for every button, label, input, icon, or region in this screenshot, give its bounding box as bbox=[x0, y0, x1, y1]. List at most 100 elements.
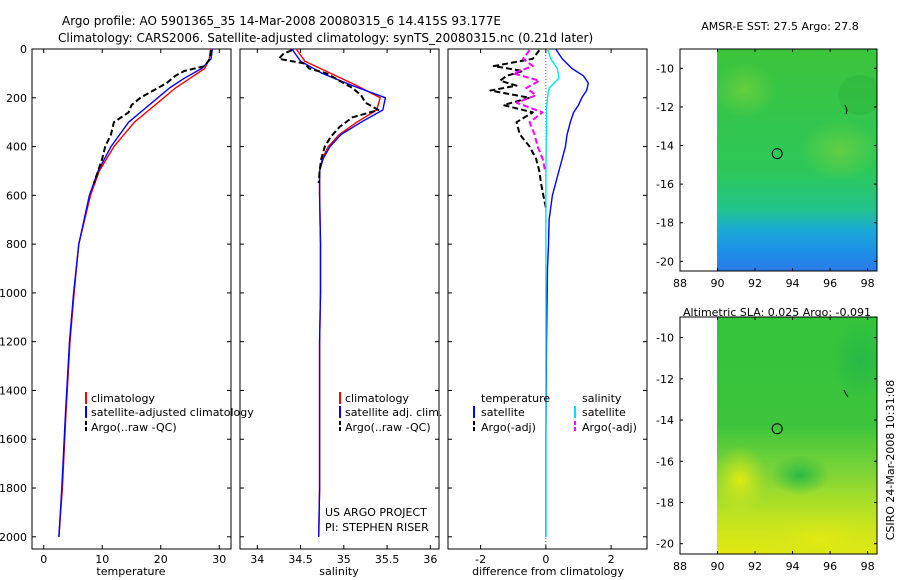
x-tick-label: 35 bbox=[337, 553, 351, 566]
x-tick-label: 0 bbox=[542, 553, 549, 566]
sst-map-frame bbox=[679, 48, 878, 272]
temperature-axes bbox=[31, 48, 232, 550]
map-y-tick-label: -12 bbox=[656, 373, 674, 386]
sst-map-axes: 88 90 92 94 96 98 -10 -12 -14 -16 -18 -20 bbox=[656, 49, 877, 290]
map-x-tick-label: 98 bbox=[861, 560, 875, 573]
x-tick-label: 35.5 bbox=[375, 553, 400, 566]
y-tick-label: 1600 bbox=[0, 433, 27, 446]
x-tick-label: 30 bbox=[212, 553, 226, 566]
legend-label-temp-argo: Argo(-adj) bbox=[481, 421, 536, 434]
temperature-xlabel: temperature bbox=[96, 565, 165, 578]
series-argo-raw-qc- bbox=[93, 50, 213, 184]
map-y-tick-label: -10 bbox=[656, 332, 674, 345]
difference-legend: temperature satellite Argo(-adj) salinit… bbox=[473, 392, 637, 434]
legend-label-temp-satellite: satellite bbox=[481, 406, 525, 419]
legend-label-climatology: climatology bbox=[345, 392, 409, 405]
figure-title-line2: Climatology: CARS2006. Satellite-adjuste… bbox=[58, 31, 593, 45]
y-tick-label: 0 bbox=[20, 43, 27, 56]
salinity-legend: climatology satellite adj. clim. Argo(..… bbox=[339, 392, 442, 434]
series-satellite-adj-clim- bbox=[291, 48, 387, 537]
sla-float-track bbox=[843, 389, 849, 398]
series-climatology bbox=[58, 48, 212, 537]
x-tick-label: -2 bbox=[475, 553, 486, 566]
temperature-legend: climatology satellite-adjusted climatolo… bbox=[85, 392, 254, 434]
difference-xlabel: difference from climatology bbox=[472, 565, 624, 578]
map-x-tick-label: 98 bbox=[861, 277, 875, 290]
sst-argo-marker bbox=[771, 148, 783, 160]
series-satellite-adjusted-climatology bbox=[58, 48, 213, 537]
legend-heading-salinity: salinity bbox=[582, 392, 622, 405]
x-tick-label: 34.5 bbox=[288, 553, 313, 566]
y-tick-label: 1200 bbox=[0, 336, 27, 349]
legend-label-argo: Argo(..raw -QC) bbox=[91, 421, 177, 434]
series-salinity-satellite bbox=[545, 48, 560, 537]
legend-heading-temperature: temperature bbox=[481, 392, 550, 405]
map-x-tick-label: 88 bbox=[673, 277, 687, 290]
series-argo-raw-qc- bbox=[277, 49, 380, 184]
y-tick-label: 1400 bbox=[0, 384, 27, 397]
sst-cool-patch bbox=[838, 75, 877, 115]
map-y-tick-label: -20 bbox=[656, 255, 674, 268]
x-tick-label: 36 bbox=[423, 553, 437, 566]
map-y-tick-label: -10 bbox=[656, 62, 674, 75]
sla-high-patch bbox=[750, 515, 877, 554]
sla-argo-marker bbox=[771, 423, 783, 435]
salinity-axes bbox=[239, 48, 440, 550]
series-climatology bbox=[295, 48, 381, 537]
legend-label-sal-argo: Argo(-adj) bbox=[582, 421, 637, 434]
series-temperature-argo-adj- bbox=[489, 49, 547, 208]
y-tick-label: 200 bbox=[6, 92, 27, 105]
map-x-tick-label: 94 bbox=[786, 560, 800, 573]
map-x-tick-label: 94 bbox=[786, 277, 800, 290]
y-tick-label: 1000 bbox=[0, 287, 27, 300]
series-temperature-satellite bbox=[545, 48, 589, 537]
map-y-tick-label: -16 bbox=[656, 178, 674, 191]
sla-high-patch bbox=[717, 445, 768, 515]
sla-map-frame bbox=[679, 316, 878, 555]
salinity-xlabel: salinity bbox=[319, 565, 359, 578]
sla-low-patch bbox=[830, 320, 877, 400]
map-x-tick-label: 90 bbox=[711, 277, 725, 290]
map-x-tick-label: 88 bbox=[673, 560, 687, 573]
y-tick-label: 400 bbox=[6, 141, 27, 154]
map-x-tick-label: 92 bbox=[748, 277, 762, 290]
map-y-tick-label: -16 bbox=[656, 455, 674, 468]
legend-label-argo: Argo(..raw -QC) bbox=[345, 421, 431, 434]
map-y-tick-label: -18 bbox=[656, 217, 674, 230]
x-tick-label: 34 bbox=[250, 553, 264, 566]
x-tick-label: 0 bbox=[40, 553, 47, 566]
axes-layer: 0 10 20 30020040060080010001200140016001800… bbox=[0, 43, 647, 566]
sst-warm-patch bbox=[717, 62, 777, 118]
map-y-tick-label: -14 bbox=[656, 414, 674, 427]
legend-label-satellite: satellite adj. clim. bbox=[345, 406, 442, 419]
sst-float-track bbox=[844, 104, 848, 115]
credit-pi: PI: STEPHEN RISER bbox=[325, 521, 429, 534]
map-y-tick-label: -14 bbox=[656, 140, 674, 153]
y-tick-label: 2000 bbox=[0, 531, 27, 544]
sla-map-axes: 88 90 92 94 96 98 -10 -12 -14 -16 -18 -20 bbox=[656, 317, 877, 573]
sst-map-title: AMSR-E SST: 27.5 Argo: 27.8 bbox=[701, 20, 859, 33]
series-layer bbox=[58, 48, 589, 537]
y-tick-label: 800 bbox=[6, 238, 27, 251]
sla-map-title: Altimetric SLA: 0.025 Argo: -0.091 bbox=[683, 306, 871, 319]
map-x-tick-label: 96 bbox=[823, 277, 837, 290]
series-salinity-argo-adj- bbox=[512, 49, 547, 172]
map-x-tick-label: 96 bbox=[823, 560, 837, 573]
sla-field bbox=[717, 317, 877, 554]
sst-field bbox=[717, 49, 877, 271]
sst-warm-patch bbox=[800, 120, 877, 180]
map-x-tick-label: 92 bbox=[748, 560, 762, 573]
map-y-tick-label: -12 bbox=[656, 101, 674, 114]
y-tick-label: 1800 bbox=[0, 482, 27, 495]
map-y-tick-label: -18 bbox=[656, 496, 674, 509]
x-tick-label: 10 bbox=[95, 553, 109, 566]
sla-low-patch bbox=[770, 455, 830, 495]
credit-project: US ARGO PROJECT bbox=[325, 506, 427, 519]
map-x-tick-label: 90 bbox=[711, 560, 725, 573]
legend-label-satellite: satellite-adjusted climatology bbox=[91, 406, 254, 419]
figure-title-line1: Argo profile: AO 5901365_35 14-Mar-2008 … bbox=[62, 14, 501, 28]
legend-label-sal-satellite: satellite bbox=[582, 406, 626, 419]
x-tick-label: 2 bbox=[608, 553, 615, 566]
